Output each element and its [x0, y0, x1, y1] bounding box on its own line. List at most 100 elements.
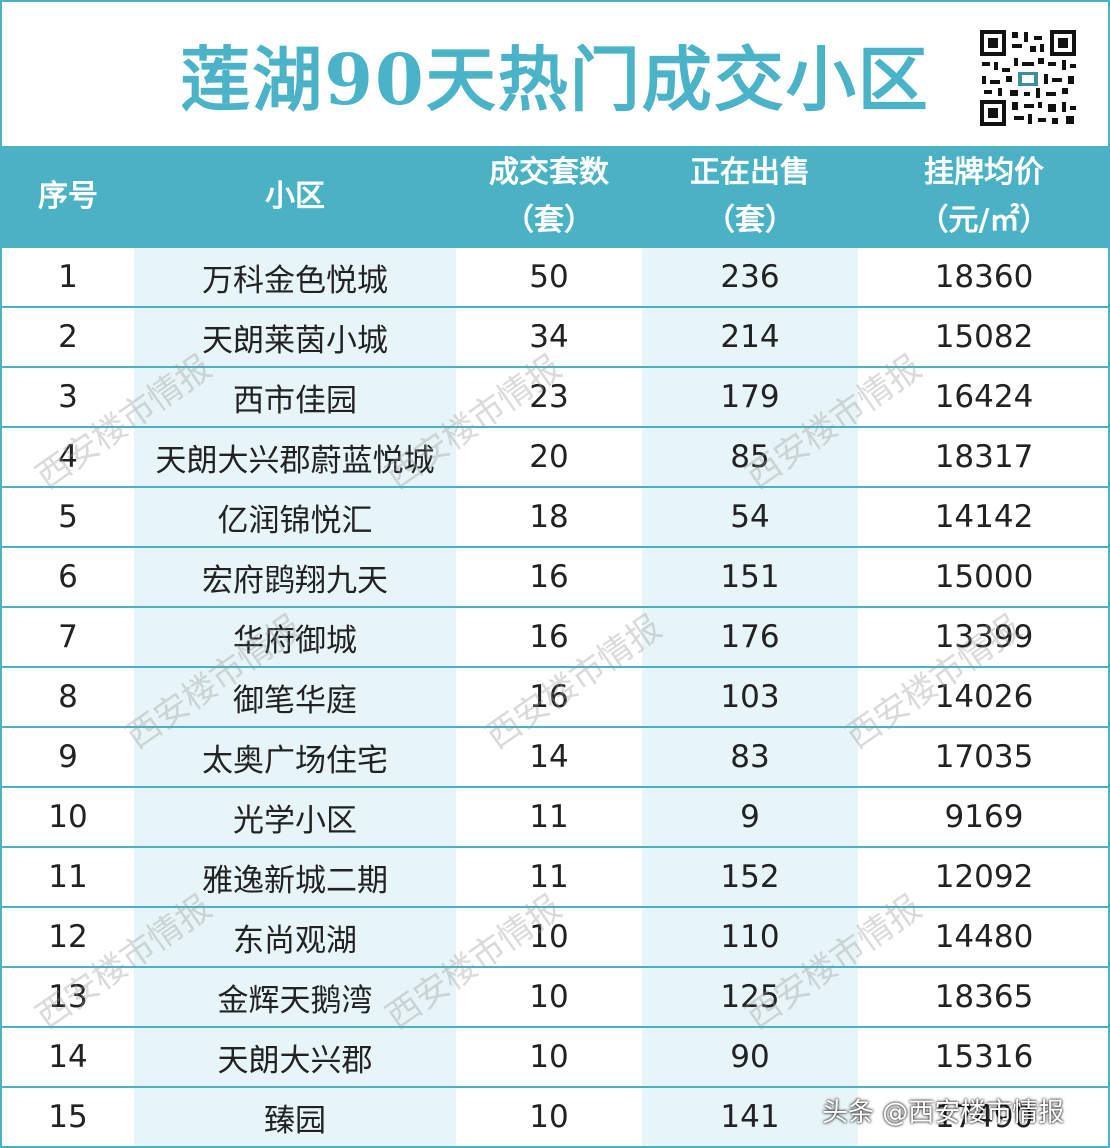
cell-rank: 8	[58, 679, 78, 715]
cell-deals: 18	[529, 499, 569, 535]
table-row: 10 光学小区 11 9 9169	[2, 788, 1108, 848]
cell-avg-price: 18317	[934, 439, 1034, 475]
cell-avg-price: 14480	[934, 919, 1034, 955]
cell-rank: 7	[58, 619, 78, 655]
qr-code-icon	[978, 28, 1078, 128]
cell-on-sale: 179	[642, 368, 858, 426]
header-rank: 序号	[38, 179, 98, 214]
cell-community: 天朗大兴郡蔚蓝悦城	[134, 428, 456, 486]
table-body: 1 万科金色悦城 50 236 18360 2 天朗莱茵小城 34 214 15082 3 西市佳园 2…	[2, 248, 1108, 1146]
table-row: 6 宏府鹍翔九天 16 151 15000	[2, 548, 1108, 608]
table-row: 3 西市佳园 23 179 16424	[2, 368, 1108, 428]
cell-avg-price: 17035	[934, 739, 1034, 775]
cell-community: 御笔华庭	[134, 668, 456, 726]
table-row: 13 金辉天鹅湾 10 125 18365	[2, 968, 1108, 1028]
cell-on-sale: 236	[642, 248, 858, 306]
cell-on-sale: 85	[642, 428, 858, 486]
cell-on-sale: 54	[642, 488, 858, 546]
table-row: 9 太奥广场住宅 14 83 17035	[2, 728, 1108, 788]
table-row: 11 雅逸新城二期 11 152 12092	[2, 848, 1108, 908]
cell-avg-price: 15082	[934, 319, 1034, 355]
cell-community: 金辉天鹅湾	[134, 968, 456, 1026]
cell-deals: 10	[529, 1039, 569, 1075]
cell-deals: 11	[529, 799, 569, 835]
cell-avg-price: 18360	[934, 259, 1034, 295]
table-row: 7 华府御城 16 176 13399	[2, 608, 1108, 668]
cell-on-sale: 9	[642, 788, 858, 846]
header-on-sale: 正在出售 （套）	[690, 155, 810, 238]
cell-deals: 10	[529, 919, 569, 955]
cell-on-sale: 151	[642, 548, 858, 606]
cell-on-sale: 141	[642, 1088, 858, 1146]
source-credit: 头条 @西安楼市情报	[822, 1098, 1065, 1128]
cell-rank: 13	[48, 979, 88, 1015]
cell-deals: 10	[529, 979, 569, 1015]
table-row: 4 天朗大兴郡蔚蓝悦城 20 85 18317	[2, 428, 1108, 488]
cell-avg-price: 15316	[934, 1039, 1034, 1075]
cell-on-sale: 110	[642, 908, 858, 966]
cell-rank: 11	[48, 859, 88, 895]
cell-deals: 23	[529, 379, 569, 415]
cell-avg-price: 12092	[934, 859, 1034, 895]
cell-on-sale: 90	[642, 1028, 858, 1086]
page-title: 莲湖90天热门成交小区	[180, 38, 930, 121]
header-deals: 成交套数 （套）	[489, 155, 609, 238]
cell-rank: 1	[58, 259, 78, 295]
table-row: 1 万科金色悦城 50 236 18360	[2, 248, 1108, 308]
cell-community: 宏府鹍翔九天	[134, 548, 456, 606]
cell-community: 东尚观湖	[134, 908, 456, 966]
cell-community: 天朗莱茵小城	[134, 308, 456, 366]
cell-avg-price: 16424	[934, 379, 1034, 415]
cell-community: 雅逸新城二期	[134, 848, 456, 906]
cell-community: 光学小区	[134, 788, 456, 846]
header-community: 小区	[265, 179, 325, 214]
cell-deals: 16	[529, 679, 569, 715]
cell-deals: 16	[529, 559, 569, 595]
cell-rank: 14	[48, 1039, 88, 1075]
cell-rank: 3	[58, 379, 78, 415]
table-header: 序号 小区 成交套数 （套） 正在出售 （套） 挂牌均价 （元/㎡）	[2, 146, 1108, 248]
cell-community: 西市佳园	[134, 368, 456, 426]
cell-rank: 4	[58, 439, 78, 475]
table-row: 5 亿润锦悦汇 18 54 14142	[2, 488, 1108, 548]
cell-deals: 20	[529, 439, 569, 475]
cell-on-sale: 176	[642, 608, 858, 666]
cell-avg-price: 17490	[934, 1099, 1034, 1135]
cell-community: 万科金色悦城	[134, 248, 456, 306]
cell-avg-price: 14142	[934, 499, 1034, 535]
cell-avg-price: 9169	[944, 799, 1024, 835]
table-row: 14 天朗大兴郡 10 90 15316	[2, 1028, 1108, 1088]
cell-deals: 34	[529, 319, 569, 355]
cell-deals: 10	[529, 1099, 569, 1135]
cell-rank: 15	[48, 1099, 88, 1135]
cell-community: 臻园	[134, 1088, 456, 1146]
cell-avg-price: 14026	[934, 679, 1034, 715]
header-avg-price: 挂牌均价 （元/㎡）	[918, 155, 1050, 238]
cell-rank: 12	[48, 919, 88, 955]
cell-rank: 9	[58, 739, 78, 775]
cell-deals: 16	[529, 619, 569, 655]
cell-avg-price: 15000	[934, 559, 1034, 595]
cell-rank: 6	[58, 559, 78, 595]
cell-on-sale: 214	[642, 308, 858, 366]
cell-community: 华府御城	[134, 608, 456, 666]
cell-avg-price: 18365	[934, 979, 1034, 1015]
cell-community: 亿润锦悦汇	[134, 488, 456, 546]
cell-community: 天朗大兴郡	[134, 1028, 456, 1086]
cell-on-sale: 152	[642, 848, 858, 906]
cell-deals: 11	[529, 859, 569, 895]
cell-on-sale: 83	[642, 728, 858, 786]
cell-rank: 5	[58, 499, 78, 535]
cell-on-sale: 103	[642, 668, 858, 726]
cell-on-sale: 125	[642, 968, 858, 1026]
cell-deals: 50	[529, 259, 569, 295]
cell-deals: 14	[529, 739, 569, 775]
cell-avg-price: 13399	[934, 619, 1034, 655]
table-row: 8 御笔华庭 16 103 14026	[2, 668, 1108, 728]
table-row: 12 东尚观湖 10 110 14480	[2, 908, 1108, 968]
cell-rank: 10	[48, 799, 88, 835]
table-row: 15 臻园 10 141 17490	[2, 1088, 1108, 1146]
cell-community: 太奥广场住宅	[134, 728, 456, 786]
table-row: 2 天朗莱茵小城 34 214 15082	[2, 308, 1108, 368]
